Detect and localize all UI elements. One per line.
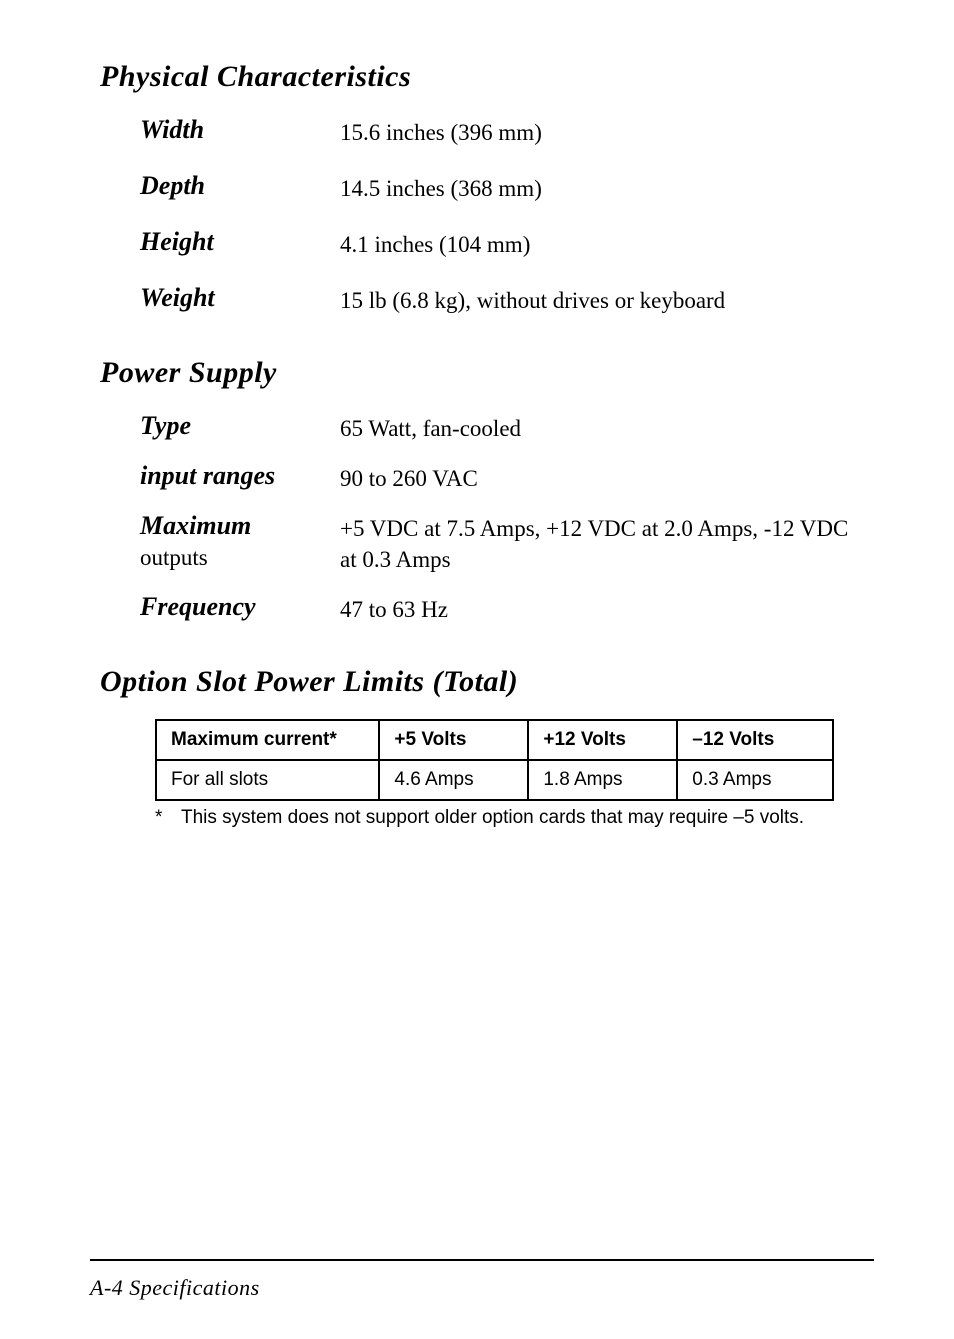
spec-value-width: 15.6 inches (396 mm) — [340, 114, 864, 148]
spec-row: Weight 15 lb (6.8 kg), without drives or… — [140, 282, 864, 316]
option-table-wrap: Maximum current* +5 Volts +12 Volts –12 … — [155, 719, 834, 801]
section-title-option: Option Slot Power Limits (Total) — [100, 665, 864, 699]
footnote: * This system does not support older opt… — [155, 807, 864, 829]
th-12v: +12 Volts — [528, 720, 677, 760]
th-neg12v: –12 Volts — [677, 720, 833, 760]
physical-spec-list: Width 15.6 inches (396 mm) Depth 14.5 in… — [140, 114, 864, 316]
footer-rule — [90, 1259, 874, 1261]
spec-label-depth: Depth — [140, 170, 340, 201]
section-title-physical: Physical Characteristics — [100, 60, 864, 94]
spec-value-height: 4.1 inches (104 mm) — [340, 226, 864, 260]
spec-value-frequency: 47 to 63 Hz — [340, 591, 864, 625]
spec-label-type: Type — [140, 410, 340, 441]
th-5v: +5 Volts — [379, 720, 528, 760]
table-header-row: Maximum current* +5 Volts +12 Volts –12 … — [156, 720, 833, 760]
spec-label-height: Height — [140, 226, 340, 257]
spec-row: Maximum outputs +5 VDC at 7.5 Amps, +12 … — [140, 510, 864, 575]
spec-row: Depth 14.5 inches (368 mm) — [140, 170, 864, 204]
spec-row: input ranges 90 to 260 VAC — [140, 460, 864, 494]
spec-label-max-outputs: Maximum outputs — [140, 510, 340, 572]
spec-row: Width 15.6 inches (396 mm) — [140, 114, 864, 148]
spec-row: Height 4.1 inches (104 mm) — [140, 226, 864, 260]
footnote-text: This system does not support older optio… — [181, 807, 864, 829]
section-title-power: Power Supply — [100, 356, 864, 390]
spec-value-max-outputs: +5 VDC at 7.5 Amps, +12 VDC at 2.0 Amps,… — [340, 510, 864, 575]
td-5v: 4.6 Amps — [379, 760, 528, 800]
spec-row: Type 65 Watt, fan-cooled — [140, 410, 864, 444]
page: Physical Characteristics Width 15.6 inch… — [0, 0, 954, 1339]
spec-label-max: Maximum — [140, 511, 251, 540]
td-neg12v: 0.3 Amps — [677, 760, 833, 800]
spec-label-width: Width — [140, 114, 340, 145]
spec-label-outputs: outputs — [140, 545, 208, 570]
spec-value-depth: 14.5 inches (368 mm) — [340, 170, 864, 204]
td-12v: 1.8 Amps — [528, 760, 677, 800]
spec-value-weight: 15 lb (6.8 kg), without drives or keyboa… — [340, 282, 864, 316]
spec-value-input-ranges: 90 to 260 VAC — [340, 460, 864, 494]
power-spec-list: Type 65 Watt, fan-cooled input ranges 90… — [140, 410, 864, 625]
table-row: For all slots 4.6 Amps 1.8 Amps 0.3 Amps — [156, 760, 833, 800]
option-power-table: Maximum current* +5 Volts +12 Volts –12 … — [155, 719, 834, 801]
th-max-current: Maximum current* — [156, 720, 379, 760]
spec-label-weight: Weight — [140, 282, 340, 313]
spec-value-type: 65 Watt, fan-cooled — [340, 410, 864, 444]
spec-label-frequency: Frequency — [140, 591, 340, 622]
td-label: For all slots — [156, 760, 379, 800]
spec-row: Frequency 47 to 63 Hz — [140, 591, 864, 625]
footnote-mark: * — [155, 807, 181, 829]
spec-label-input-ranges: input ranges — [140, 460, 340, 491]
footer-text: A-4 Specifications — [90, 1275, 260, 1301]
